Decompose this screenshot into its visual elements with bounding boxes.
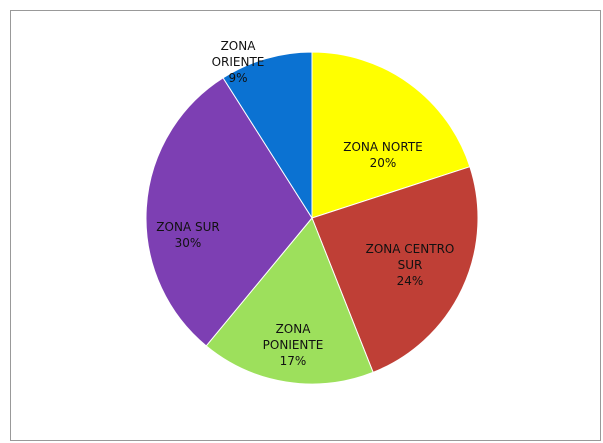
pie-slice: [311, 166, 479, 373]
slice-label: ZONA NORTE 20%: [328, 139, 438, 171]
slice-name: ZONA PONIENTE: [262, 322, 324, 352]
slice-value: 30%: [174, 236, 202, 250]
slice-name: ZONA ORIENTE: [211, 39, 265, 69]
pie-slice: [311, 51, 471, 219]
pie-slice: [222, 51, 313, 220]
slice-name: ZONA NORTE: [343, 140, 423, 154]
slice-label: ZONA PONIENTE 17%: [256, 321, 331, 369]
slice-value: 24%: [396, 274, 424, 288]
slice-name: ZONA SUR: [156, 220, 220, 234]
slice-label: ZONA ORIENTE 9%: [206, 38, 271, 86]
slice-value: 20%: [369, 156, 397, 170]
pie-slice: [145, 77, 313, 347]
slice-value: 17%: [279, 354, 307, 368]
slice-label: ZONA CENTRO SUR 24%: [365, 241, 455, 289]
slice-name: ZONA CENTRO SUR: [365, 242, 455, 272]
slice-label: ZONA SUR 30%: [143, 219, 233, 251]
slice-value: 9%: [228, 71, 248, 85]
pie-slice: [205, 217, 374, 385]
